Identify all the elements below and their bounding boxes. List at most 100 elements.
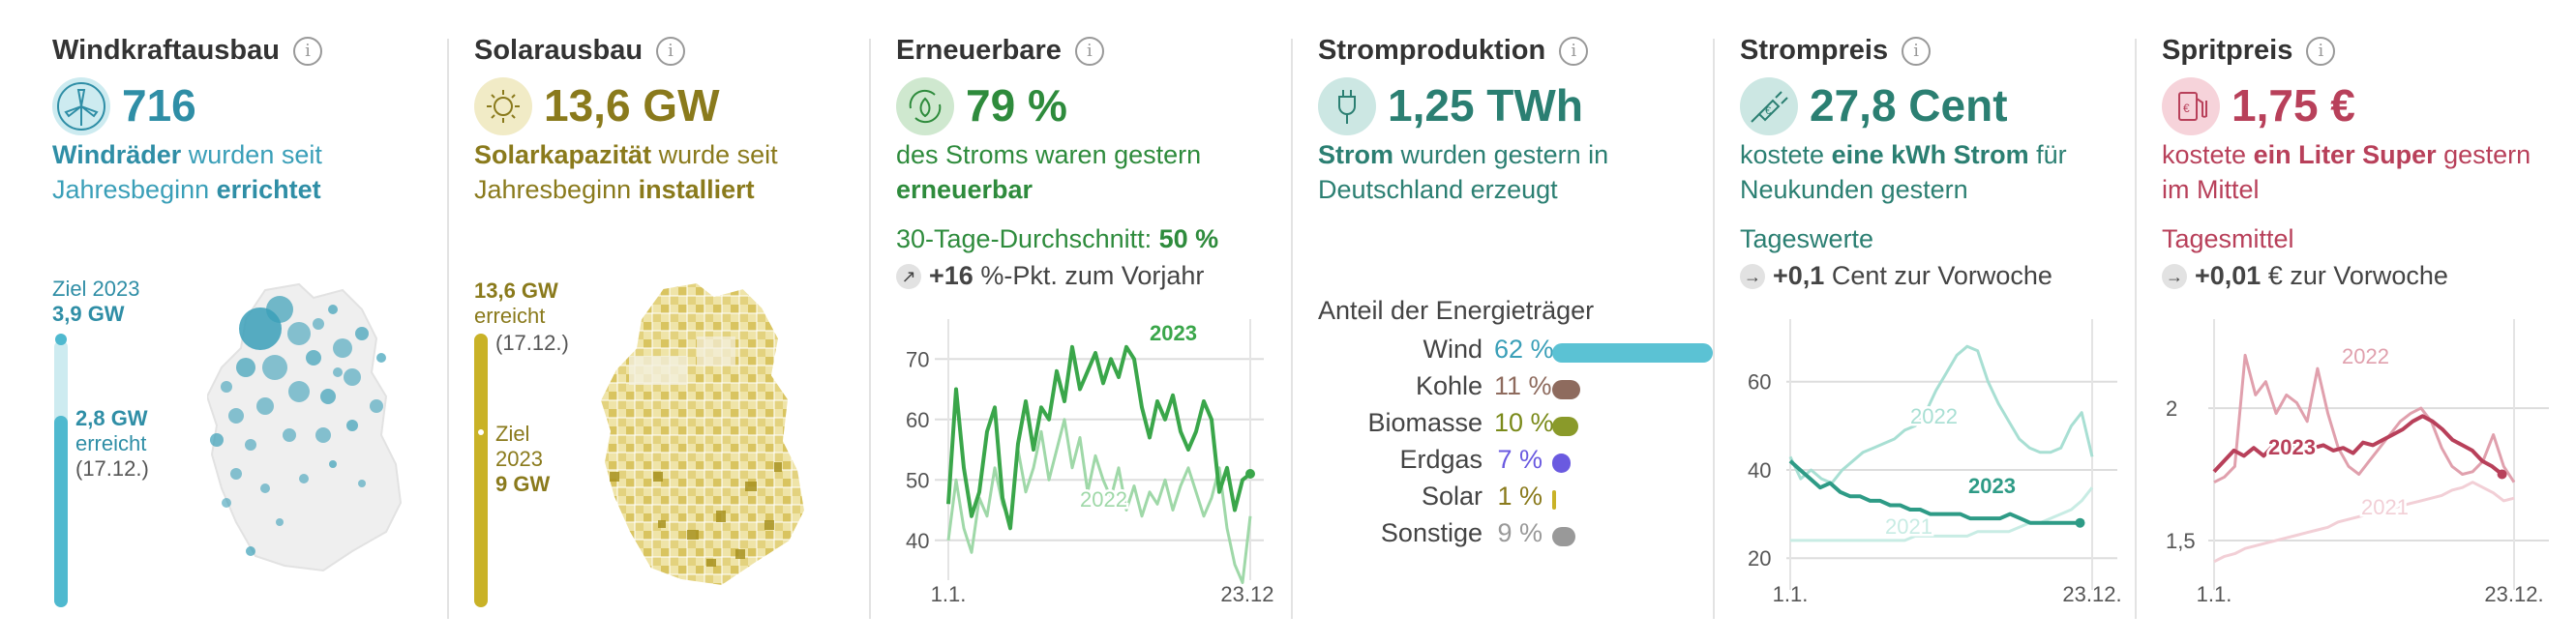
strom-mix-title: Anteil der Energieträger — [1318, 296, 1595, 325]
renew-line-chart: 40 50 60 70 1.1. 23.12. 2022 2023 — [906, 319, 1273, 607]
solar-target-label1: Ziel — [495, 422, 530, 446]
energy-mix-value: 9 % — [1497, 518, 1543, 547]
solar-reached-value: 13,6 GW — [474, 278, 558, 303]
series-line-2022 — [2213, 353, 2516, 484]
energy-mix-value: 10 % — [1494, 408, 1554, 437]
solar-target-value: 9 GW — [495, 472, 551, 496]
y-tick-label: 20 — [1748, 546, 1771, 571]
y-tick-label: 60 — [1748, 370, 1771, 395]
wind-reached-date: (17.12.) — [75, 456, 149, 481]
energy-mix-name: Sonstige — [1380, 518, 1483, 547]
renew-title: Erneuerbare i — [896, 35, 1104, 67]
arrow-up-right-icon: ↗ — [896, 264, 921, 289]
series-label: 2023 — [1968, 474, 2016, 498]
series-label: 2022 — [1080, 487, 1127, 512]
info-icon[interactable]: i — [1559, 37, 1589, 66]
energy-mix-bar — [1552, 417, 1578, 436]
x-tick-label: 1.1. — [931, 582, 967, 606]
series-label: 2023 — [1150, 321, 1197, 345]
energy-mix-row: Sonstige 9 % — [1318, 518, 1705, 551]
solar-panel: Solarausbau i 13,6 GW Solarkapazität wurd… — [474, 0, 842, 644]
energy-mix-row: Wind 62 % — [1318, 335, 1713, 367]
arrow-right-icon: → — [2162, 264, 2187, 289]
wind-panel: Windkraftausbau i 716 Windräder wurden se… — [52, 0, 420, 644]
energy-mix-bar — [1552, 343, 1713, 363]
energy-mix-value: 11 % — [1494, 371, 1552, 400]
series-end-point — [2497, 469, 2507, 480]
info-icon[interactable]: i — [293, 37, 322, 66]
energy-mix-name: Solar — [1421, 482, 1483, 511]
strom-kpi: 1,25 TWh — [1388, 80, 1583, 131]
y-tick-label: 70 — [906, 347, 929, 371]
y-tick-label: 1,5 — [2166, 529, 2196, 553]
renew-kpi: 79 % — [966, 80, 1067, 131]
price-title: Strompreis i — [1740, 35, 1932, 67]
energy-mix-name: Wind — [1423, 335, 1483, 364]
wind-reached-value: 2,8 GW — [75, 406, 148, 430]
renew-average: 30-Tage-Durchschnitt: 50 % — [896, 224, 1219, 253]
solar-target-label2: 2023 — [495, 447, 543, 471]
series-label: 2022 — [1910, 404, 1958, 428]
solar-title: Solarausbau i — [474, 35, 686, 67]
series-line-2023 — [2212, 414, 2503, 477]
y-tick-label: 2 — [2166, 396, 2177, 421]
panel-divider — [2135, 39, 2137, 619]
energy-mix-bar — [1552, 490, 1556, 510]
energy-mix-bar — [1552, 380, 1581, 399]
price-panel: Strompreis i € 27,8 Cent kostete eine kWh… — [1740, 0, 2127, 644]
series-end-point — [1245, 469, 1255, 479]
series-label: 2023 — [2268, 435, 2316, 459]
price-kpi: 27,8 Cent — [1810, 80, 2008, 131]
x-tick-label: 23.12. — [1220, 582, 1273, 606]
solar-description: Solarkapazität wurde seit Jahresbeginn i… — [474, 140, 778, 204]
wind-title: Windkraftausbau i — [52, 35, 322, 67]
wind-kpi: 716 — [122, 80, 196, 131]
wind-germany-map — [207, 282, 403, 572]
energy-mix-bar — [1552, 527, 1576, 546]
leaf-cycle-icon — [896, 77, 954, 135]
wind-description: Windräder wurden seit Jahresbeginn erric… — [52, 140, 322, 204]
energy-mix-bar — [1552, 454, 1571, 473]
wind-progress-fill — [54, 416, 68, 607]
svg-text:€: € — [1765, 105, 1771, 117]
solar-reached-label: erreicht — [474, 304, 546, 328]
series-line-2023 — [1788, 459, 2081, 525]
wind-target-value: 3,9 GW — [52, 302, 125, 326]
solar-reached-date: (17.12.) — [495, 331, 569, 355]
fuel-description: kostete ein Liter Super gestern im Mitte… — [2162, 140, 2531, 204]
x-tick-label: 1.1. — [2197, 582, 2232, 606]
arrow-right-icon: → — [1740, 264, 1765, 289]
series-line-2022 — [946, 418, 1252, 584]
price-description: kostete eine kWh Strom für Neukunden ges… — [1740, 140, 2067, 204]
series-line-2023 — [946, 344, 1252, 531]
fuel-title: Spritpreis i — [2162, 35, 2336, 67]
series-label: 2021 — [1885, 514, 1932, 539]
plug-euro-icon: € — [1740, 77, 1798, 135]
price-sub-label: Tageswerte — [1740, 224, 1874, 253]
x-tick-label: 1.1. — [1773, 582, 1809, 606]
series-label: 2022 — [2342, 344, 2389, 368]
info-icon[interactable]: i — [1902, 37, 1932, 66]
renew-panel: Erneuerbare i 79 % des Stroms waren geste… — [896, 0, 1283, 644]
energy-mix-name: Biomasse — [1367, 408, 1483, 437]
info-icon[interactable]: i — [1074, 37, 1104, 66]
series-line-2021 — [2213, 481, 2515, 564]
energy-mix-name: Kohle — [1415, 371, 1483, 400]
energy-mix-row: Kohle 11 % — [1318, 371, 1705, 404]
svg-text:€: € — [2183, 102, 2190, 115]
energy-mix-row: Biomasse 10 % — [1318, 408, 1705, 441]
strom-panel: Stromproduktion i 1,25 TWh Strom wurden g… — [1318, 0, 1713, 644]
price-change: → +0,1 Cent zur Vorwoche — [1740, 261, 2052, 291]
energy-mix-value: 7 % — [1497, 445, 1543, 474]
wind-reached-label: erreicht — [75, 431, 147, 455]
x-tick-label: 23.12. — [2484, 582, 2543, 606]
wind-target-dot — [55, 334, 67, 345]
renew-change: ↗ +16 %-Pkt. zum Vorjahr — [896, 261, 1204, 291]
info-icon[interactable]: i — [2306, 37, 2336, 66]
info-icon[interactable]: i — [656, 37, 686, 66]
x-tick-label: 23.12. — [2062, 582, 2121, 606]
y-tick-label: 50 — [906, 468, 929, 492]
panel-divider — [869, 39, 871, 619]
solar-germany-map — [600, 280, 807, 588]
